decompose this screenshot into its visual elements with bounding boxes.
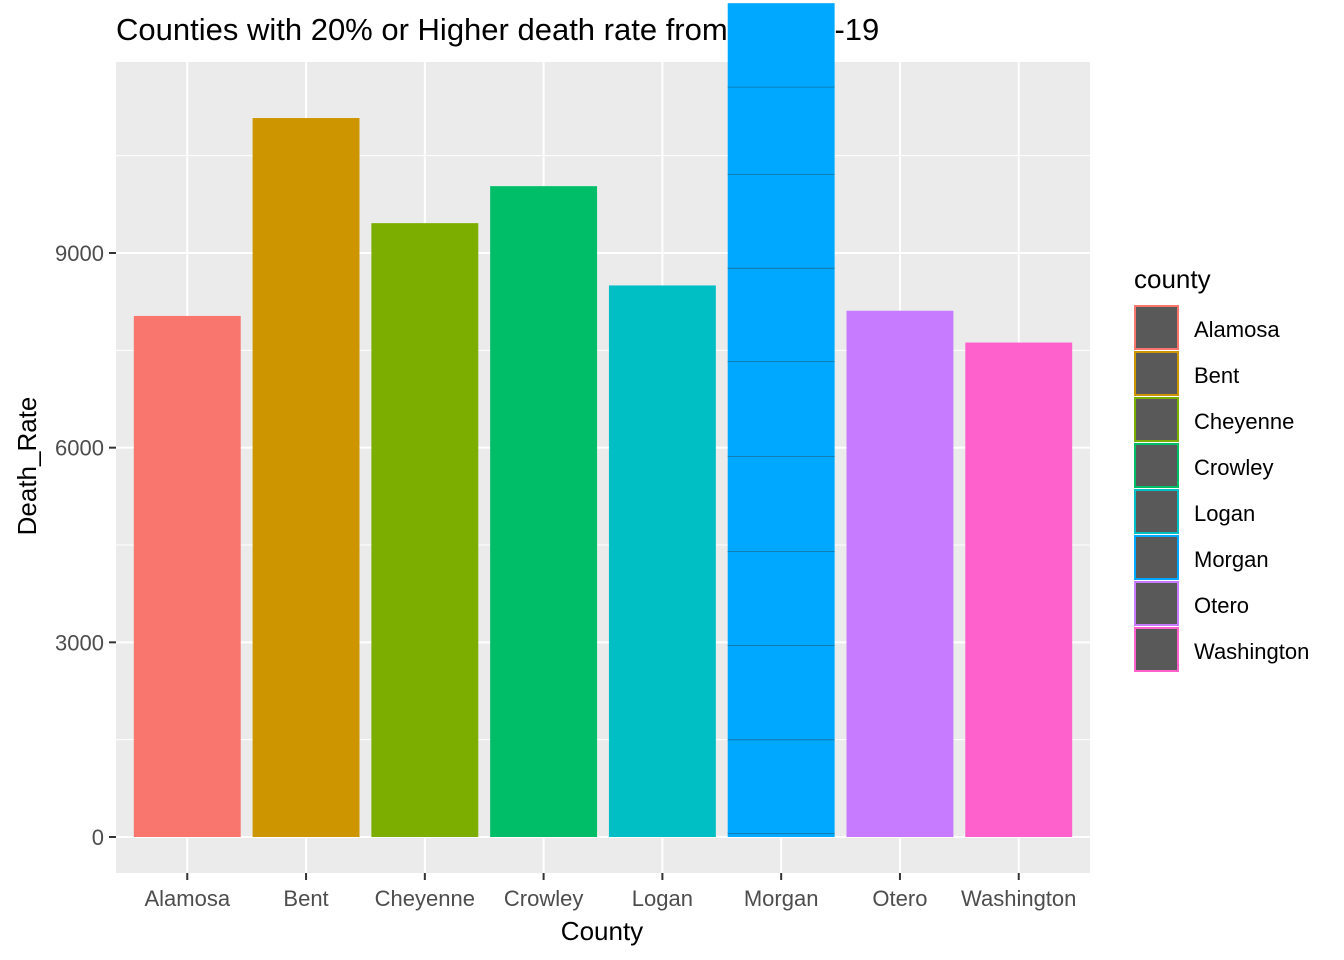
bar-washington [965,342,1073,837]
legend-swatch-morgan [1134,535,1179,580]
legend-label: Bent [1194,363,1239,388]
legend-label: Washington [1194,639,1309,664]
bar-crowley [490,186,598,838]
bars [133,3,1073,838]
x-axis-title: County [561,916,643,946]
legend-swatch-cheyenne [1134,397,1179,442]
bar-segment-morgan [727,86,835,175]
legend-label: Otero [1194,593,1249,618]
x-tick-label: Crowley [504,886,583,911]
bar-logan [608,285,716,837]
bar-segment-morgan [727,739,835,834]
bar-alamosa [133,315,241,837]
bar-segment-morgan [727,174,835,268]
x-tick-label: Washington [961,886,1076,911]
legend: county Alamosa Bent Cheyenne Crowley Logan Mo… [1134,264,1309,672]
bar-otero [846,310,954,837]
bar-bent [252,118,360,837]
legend-swatch-alamosa [1134,305,1179,350]
y-tick-label: 9000 [55,241,104,266]
legend-title: county [1134,264,1211,294]
legend-label: Crowley [1194,455,1273,480]
bar-segment-morgan [727,267,835,362]
bar-segment-morgan [727,645,835,740]
legend-label: Morgan [1194,547,1269,572]
legend-swatch-bent [1134,351,1179,396]
bar-segment-morgan [727,456,835,552]
legend-swatch-washington [1134,627,1179,672]
bar-segment-morgan [727,3,835,87]
x-tick-label: Otero [872,886,927,911]
legend-swatch-logan [1134,489,1179,534]
legend-swatch-otero [1134,581,1179,626]
x-tick-label: Alamosa [144,886,230,911]
bar-segment-morgan [727,833,835,837]
bar-segment-morgan [727,361,835,457]
x-tick-label: Logan [632,886,693,911]
x-tick-label: Cheyenne [375,886,475,911]
legend-label: Alamosa [1194,317,1280,342]
legend-label: Cheyenne [1194,409,1294,434]
legend-swatch-crowley [1134,443,1179,488]
x-axis: Alamosa Bent Cheyenne Crowley Logan Morgan Ote… [144,873,1076,911]
y-tick-label: 6000 [55,436,104,461]
y-axis-title: Death_Rate [12,397,42,536]
y-tick-label: 3000 [55,630,104,655]
y-tick-label: 0 [92,825,104,850]
bar-cheyenne [371,223,479,837]
bar-segment-morgan [727,551,835,646]
x-tick-label: Morgan [744,886,819,911]
x-tick-label: Bent [283,886,328,911]
legend-label: Logan [1194,501,1255,526]
y-axis: 0 3000 6000 9000 [55,241,116,850]
